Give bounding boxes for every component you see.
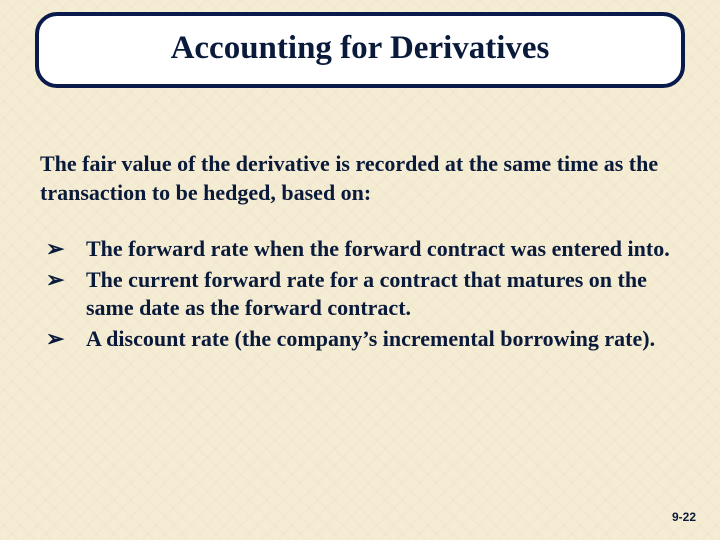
page-number: 9-22	[672, 510, 696, 524]
content-area: The fair value of the derivative is reco…	[40, 150, 680, 356]
bullet-text: The forward rate when the forward contra…	[86, 236, 670, 261]
intro-paragraph: The fair value of the derivative is reco…	[40, 150, 680, 207]
bullet-list: ➢ The forward rate when the forward cont…	[40, 235, 680, 353]
list-item: ➢ A discount rate (the company’s increme…	[40, 325, 680, 354]
list-item: ➢ The forward rate when the forward cont…	[40, 235, 680, 264]
chevron-right-icon: ➢	[46, 266, 64, 295]
chevron-right-icon: ➢	[46, 325, 64, 354]
bullet-text: A discount rate (the company’s increment…	[86, 326, 655, 351]
slide-title: Accounting for Derivatives	[59, 30, 661, 66]
list-item: ➢ The current forward rate for a contrac…	[40, 266, 680, 323]
title-box: Accounting for Derivatives	[35, 12, 685, 88]
bullet-text: The current forward rate for a contract …	[86, 267, 647, 321]
chevron-right-icon: ➢	[46, 235, 64, 264]
